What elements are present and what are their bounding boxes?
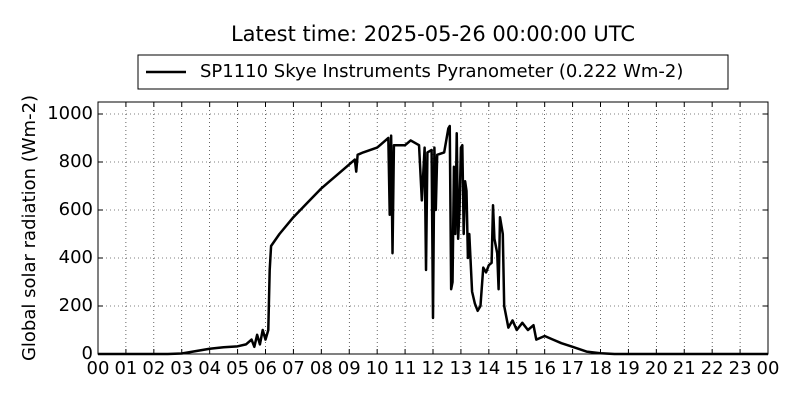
x-tick-label: 15 [505, 358, 528, 379]
chart-title: Latest time: 2025-05-26 00:00:00 UTC [231, 22, 635, 46]
y-tick-label: 600 [59, 199, 93, 220]
y-tick-label: 200 [59, 295, 93, 316]
x-tick-label: 05 [226, 358, 249, 379]
x-tick-label: 20 [645, 358, 668, 379]
x-tick-label: 22 [701, 358, 724, 379]
x-tick-label: 03 [170, 358, 193, 379]
x-tick-label: 02 [142, 358, 165, 379]
y-tick-label: 0 [82, 343, 93, 364]
x-tick-label: 13 [449, 358, 472, 379]
y-tick-label: 800 [59, 151, 93, 172]
x-tick-label: 17 [561, 358, 584, 379]
x-tick-label: 10 [366, 358, 389, 379]
x-tick-label: 01 [114, 358, 137, 379]
x-tick-label: 14 [477, 358, 500, 379]
y-tick-label: 400 [59, 247, 93, 268]
x-tick-label: 21 [673, 358, 696, 379]
x-tick-label: 08 [310, 358, 333, 379]
x-tick-label: 18 [589, 358, 612, 379]
x-tick-label: 19 [617, 358, 640, 379]
plot-frame [97, 101, 769, 355]
x-tick-label: 00 [757, 358, 780, 379]
x-tick-label: 11 [394, 358, 417, 379]
x-tick-label: 07 [282, 358, 305, 379]
legend-label: SP1110 Skye Instruments Pyranometer (0.2… [200, 61, 683, 82]
x-tick-label: 09 [338, 358, 361, 379]
data-line [98, 124, 768, 356]
y-tick-label: 1000 [47, 103, 93, 124]
x-tick-label: 12 [422, 358, 445, 379]
legend [137, 54, 729, 90]
x-tick-label: 04 [198, 358, 221, 379]
x-tick-label: 23 [729, 358, 752, 379]
x-tick-label: 06 [254, 358, 277, 379]
x-tick-label: 16 [533, 358, 556, 379]
y-axis-label: Global solar radiation (Wm-2) [19, 95, 40, 361]
x-tick-label: 00 [87, 358, 110, 379]
